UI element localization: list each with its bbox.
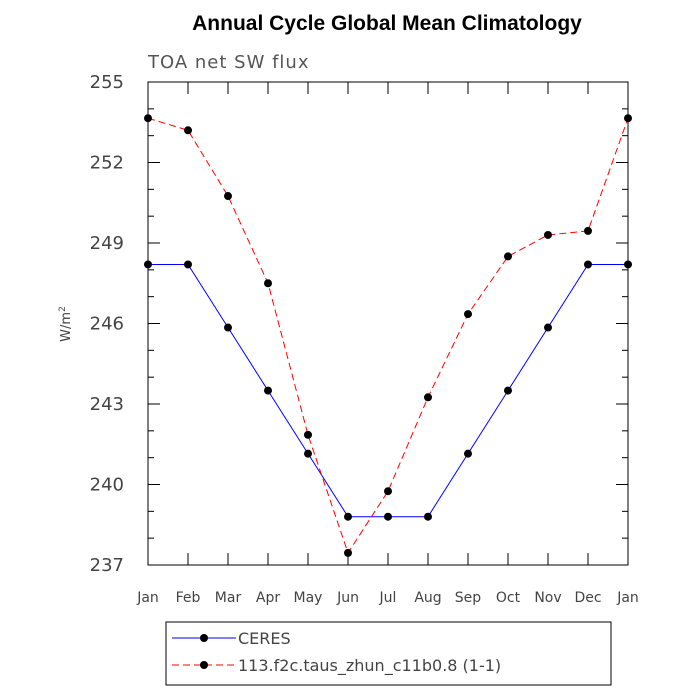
x-tick-label: Jan [136, 590, 159, 606]
y-tick-label: 249 [90, 233, 124, 254]
legend-box [165, 621, 612, 686]
chart-title: Annual Cycle Global Mean Climatology [192, 12, 582, 35]
series-point-2 [584, 226, 592, 235]
y-tick-label: 246 [90, 314, 124, 335]
series-line-1 [148, 263, 628, 518]
x-tick-label: Sep [455, 590, 482, 606]
series-point-2 [544, 230, 552, 239]
x-tick-label: Feb [176, 590, 201, 606]
x-tick-label: Apr [256, 590, 280, 606]
series-point-2 [424, 393, 432, 402]
series-point-2 [264, 279, 272, 288]
series-point-1 [184, 260, 192, 269]
series-point-2 [304, 430, 312, 439]
series-point-2 [144, 114, 152, 123]
series-layer [144, 114, 632, 557]
y-axis-label: W/m2 [58, 306, 74, 342]
series-point-2 [384, 487, 392, 496]
legend-marker-1 [200, 634, 208, 642]
legend-marker-2 [200, 661, 208, 669]
y-tick-label: 252 [90, 153, 124, 174]
series-point-2 [504, 252, 512, 261]
y-tick-label: 237 [90, 555, 124, 576]
x-tick-label: Aug [414, 590, 441, 606]
x-tick-label: Jan [616, 590, 639, 606]
series-point-1 [464, 449, 472, 458]
series-point-1 [264, 386, 272, 395]
series-point-1 [504, 386, 512, 395]
x-tick-label: Oct [496, 590, 521, 606]
x-tick-label: Mar [215, 590, 242, 606]
y-tick-label: 240 [90, 475, 124, 496]
series-point-1 [224, 323, 232, 332]
x-tick-label: Dec [574, 590, 601, 606]
plot-area: 237 240 243 246 249 252 255 Jan Feb Mar Apr May Jun J… [90, 72, 639, 606]
series-point-1 [384, 512, 392, 521]
series-point-2 [184, 126, 192, 135]
series-point-2 [224, 192, 232, 201]
series-point-1 [584, 260, 592, 269]
series-point-1 [144, 260, 152, 269]
series-point-1 [424, 512, 432, 521]
x-tick-label: Jul [379, 590, 397, 606]
series-point-1 [344, 512, 352, 521]
series-point-2 [344, 548, 352, 557]
x-tick-label: May [294, 590, 323, 606]
series-point-1 [544, 323, 552, 332]
y-tick-label: 243 [90, 394, 124, 415]
x-tick-label: Nov [534, 590, 561, 606]
x-tick-label: Jun [336, 590, 359, 606]
chart-subtitle: TOA net SW flux [147, 52, 310, 73]
series-point-1 [624, 260, 632, 269]
y-tick-label: 255 [90, 72, 124, 93]
legend: CERES 113.f2c.taus_zhun_c11b0.8 (1-1) [165, 621, 612, 686]
series-point-1 [304, 449, 312, 458]
series-point-2 [464, 310, 472, 319]
legend-label-2: 113.f2c.taus_zhun_c11b0.8 (1-1) [238, 656, 501, 676]
series-point-2 [624, 114, 632, 123]
legend-label-1: CERES [238, 629, 291, 648]
